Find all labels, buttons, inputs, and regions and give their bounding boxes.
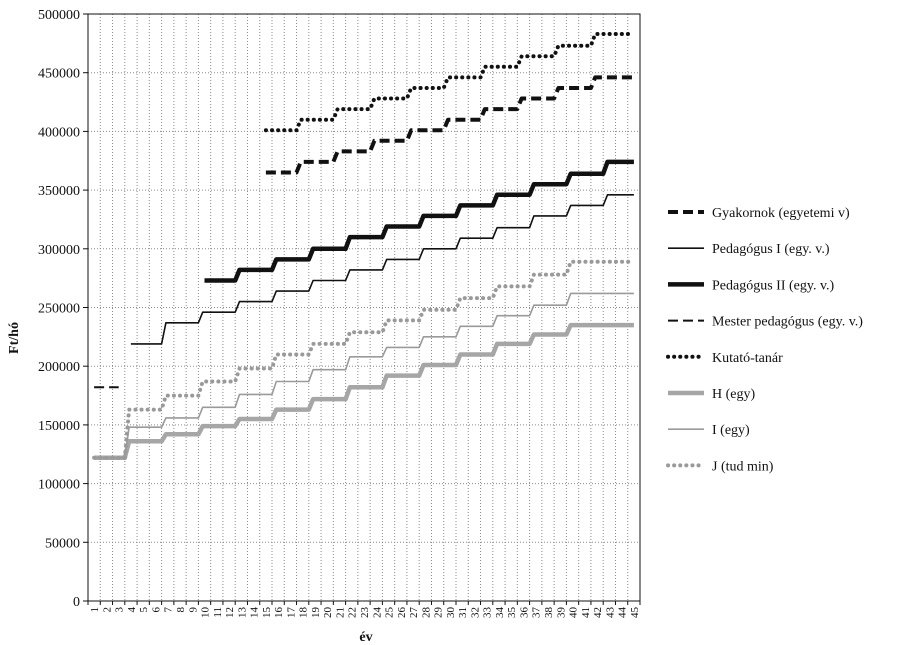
x-tick-label: 27 bbox=[408, 607, 420, 619]
x-tick-label: 42 bbox=[592, 607, 604, 618]
series-line-1 bbox=[265, 75, 634, 175]
legend-label: J (tud min) bbox=[712, 459, 774, 474]
x-tick-label: 26 bbox=[396, 607, 408, 619]
x-tick-label: 44 bbox=[617, 607, 629, 619]
y-tick-label: 100000 bbox=[38, 478, 80, 493]
y-tick-label: 200000 bbox=[38, 360, 80, 375]
x-tick-label: 14 bbox=[249, 607, 261, 619]
x-tick-label: 18 bbox=[298, 607, 310, 619]
series-line-6 bbox=[94, 322, 634, 461]
x-tick-label: 19 bbox=[310, 607, 322, 619]
y-tick-label: 0 bbox=[73, 595, 80, 610]
x-tick-label: 1 bbox=[89, 607, 101, 613]
x-tick-label: 10 bbox=[200, 607, 212, 619]
x-tick-label: 5 bbox=[138, 607, 150, 613]
y-tick-label: 450000 bbox=[38, 67, 80, 82]
series-line-7 bbox=[94, 292, 634, 459]
x-tick-label: 28 bbox=[420, 607, 432, 619]
x-tick-label: 17 bbox=[285, 607, 297, 619]
x-tick-label: 33 bbox=[482, 607, 494, 619]
x-tick-label: 4 bbox=[126, 607, 138, 613]
x-axis-ticks: 1 2 3 4 5 6 7 8 9 10 11 12 13 14 15 16 17 18 19 20 21 22 23 24 2… bbox=[89, 607, 641, 619]
x-tick-label: 37 bbox=[531, 607, 543, 619]
x-tick-label: 36 bbox=[518, 607, 530, 619]
x-tick-label: 34 bbox=[494, 607, 506, 619]
x-tick-label: 29 bbox=[433, 607, 445, 619]
x-tick-label: 23 bbox=[359, 607, 371, 619]
series-line-2 bbox=[130, 194, 634, 345]
grid bbox=[88, 13, 640, 601]
x-tick-label: 41 bbox=[580, 607, 592, 618]
x-tick-label: 3 bbox=[114, 607, 126, 613]
legend-label: I (egy) bbox=[712, 423, 750, 438]
legend-label: Mester pedagógus (egy. v.) bbox=[712, 315, 863, 330]
x-tick-label: 7 bbox=[163, 607, 175, 613]
x-tick-label: 39 bbox=[555, 607, 567, 619]
legend: Gyakornok (egyetemi v) Pedagógus I (egy. … bbox=[666, 206, 863, 474]
y-tick-label: 400000 bbox=[38, 125, 80, 140]
x-tick-label: 15 bbox=[261, 607, 273, 619]
x-tick-label: 35 bbox=[506, 607, 518, 619]
x-tick-label: 8 bbox=[175, 607, 187, 613]
legend-label: H (egy) bbox=[712, 387, 755, 402]
x-tick-label: 40 bbox=[568, 607, 580, 619]
x-axis-title: év bbox=[359, 630, 372, 645]
x-tick-label: 2 bbox=[101, 607, 113, 613]
y-tick-label: 300000 bbox=[38, 243, 80, 258]
y-axis-ticks: 0 50000 100000 150000 200000 250000 300000 3500… bbox=[38, 8, 80, 610]
x-tick-label: 16 bbox=[273, 607, 285, 619]
series-line-5 bbox=[263, 32, 636, 133]
y-tick-label: 150000 bbox=[38, 419, 80, 434]
legend-label: Gyakornok (egyetemi v) bbox=[712, 206, 850, 221]
axes bbox=[83, 13, 641, 605]
x-tick-label: 13 bbox=[236, 607, 248, 619]
x-tick-label: 38 bbox=[543, 607, 555, 619]
x-tick-label: 20 bbox=[322, 607, 334, 619]
x-tick-label: 21 bbox=[334, 607, 346, 618]
x-tick-label: 30 bbox=[445, 607, 457, 619]
x-tick-label: 9 bbox=[187, 607, 199, 613]
x-tick-label: 25 bbox=[384, 607, 396, 619]
x-tick-label: 12 bbox=[224, 607, 236, 618]
x-tick-label: 6 bbox=[150, 607, 162, 613]
x-tick-label: 31 bbox=[457, 607, 469, 618]
y-tick-label: 350000 bbox=[38, 184, 80, 199]
series-lines bbox=[92, 32, 636, 461]
x-tick-label: 22 bbox=[347, 607, 359, 618]
x-tick-label: 11 bbox=[212, 607, 224, 618]
series-line-8 bbox=[92, 259, 636, 460]
x-tick-label: 45 bbox=[629, 607, 641, 619]
y-tick-label: 250000 bbox=[38, 302, 80, 317]
x-tick-label: 43 bbox=[604, 607, 616, 619]
legend-label: Pedagógus II (egy. v.) bbox=[712, 278, 835, 293]
x-tick-label: 32 bbox=[469, 607, 481, 618]
legend-label: Kutató-tanár bbox=[712, 351, 783, 366]
y-tick-label: 500000 bbox=[38, 8, 80, 23]
y-axis-title: Ft/hó bbox=[7, 322, 22, 354]
legend-label: Pedagógus I (egy. v.) bbox=[712, 242, 830, 257]
series-line-3 bbox=[204, 159, 634, 283]
x-tick-label: 24 bbox=[371, 607, 383, 619]
y-tick-label: 50000 bbox=[45, 536, 80, 551]
